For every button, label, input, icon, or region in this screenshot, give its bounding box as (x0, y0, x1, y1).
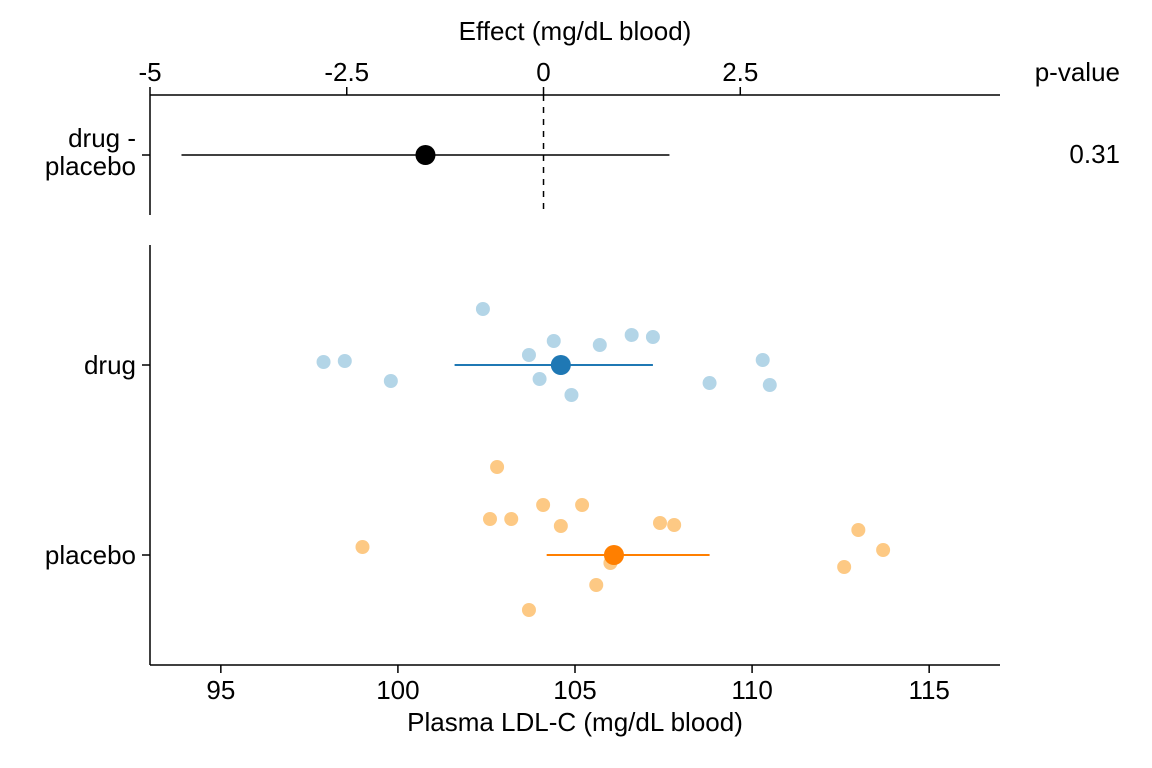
placebo-jitter-point (575, 498, 589, 512)
placebo-row-label: placebo (45, 540, 136, 570)
placebo-jitter-point (667, 518, 681, 532)
top-tick-label: 0 (536, 57, 550, 87)
chart-background (0, 0, 1152, 768)
placebo-jitter-point (483, 512, 497, 526)
drug-mean-point (551, 355, 571, 375)
placebo-jitter-point (589, 578, 603, 592)
bottom-tick-label: 110 (731, 675, 772, 705)
placebo-jitter-point (653, 516, 667, 530)
effect-point (415, 145, 435, 165)
bottom-tick-label: 115 (908, 675, 949, 705)
drug-jitter-point (338, 354, 352, 368)
placebo-jitter-point (490, 460, 504, 474)
placebo-jitter-point (851, 523, 865, 537)
top-tick-label: 2.5 (722, 57, 758, 87)
placebo-jitter-point (554, 519, 568, 533)
effect-row-label: placebo (45, 151, 136, 181)
drug-jitter-point (703, 376, 717, 390)
drug-jitter-point (646, 330, 660, 344)
bottom-tick-label: 105 (553, 675, 596, 705)
top-tick-label: -2.5 (324, 57, 369, 87)
chart-svg: Effect (mg/dL blood) -5 -2.5 0 2.5 p-value dru… (0, 0, 1152, 768)
drug-jitter-point (547, 334, 561, 348)
bottom-tick-label: 95 (206, 675, 235, 705)
drug-row-label: drug (84, 350, 136, 380)
pvalue-header: p-value (1035, 57, 1120, 87)
placebo-jitter-point (504, 512, 518, 526)
placebo-mean-point (604, 545, 624, 565)
drug-jitter-point (317, 355, 331, 369)
placebo-jitter-point (876, 543, 890, 557)
drug-jitter-point (384, 374, 398, 388)
drug-jitter-point (564, 388, 578, 402)
drug-jitter-point (763, 378, 777, 392)
drug-jitter-point (522, 348, 536, 362)
drug-jitter-point (625, 328, 639, 342)
placebo-jitter-point (356, 540, 370, 554)
placebo-jitter-point (536, 498, 550, 512)
drug-jitter-point (533, 372, 547, 386)
chart-container: Effect (mg/dL blood) -5 -2.5 0 2.5 p-value dru… (0, 0, 1152, 768)
drug-jitter-point (476, 302, 490, 316)
top-tick-label: -5 (138, 57, 161, 87)
top-axis-title: Effect (mg/dL blood) (459, 16, 692, 46)
placebo-jitter-point (522, 603, 536, 617)
drug-jitter-point (593, 338, 607, 352)
drug-jitter-point (756, 353, 770, 367)
placebo-jitter-point (837, 560, 851, 574)
bottom-axis-title: Plasma LDL-C (mg/dL blood) (407, 707, 743, 737)
pvalue-text: 0.31 (1069, 139, 1120, 169)
effect-row-label: drug - (68, 123, 136, 153)
bottom-tick-label: 100 (376, 675, 419, 705)
